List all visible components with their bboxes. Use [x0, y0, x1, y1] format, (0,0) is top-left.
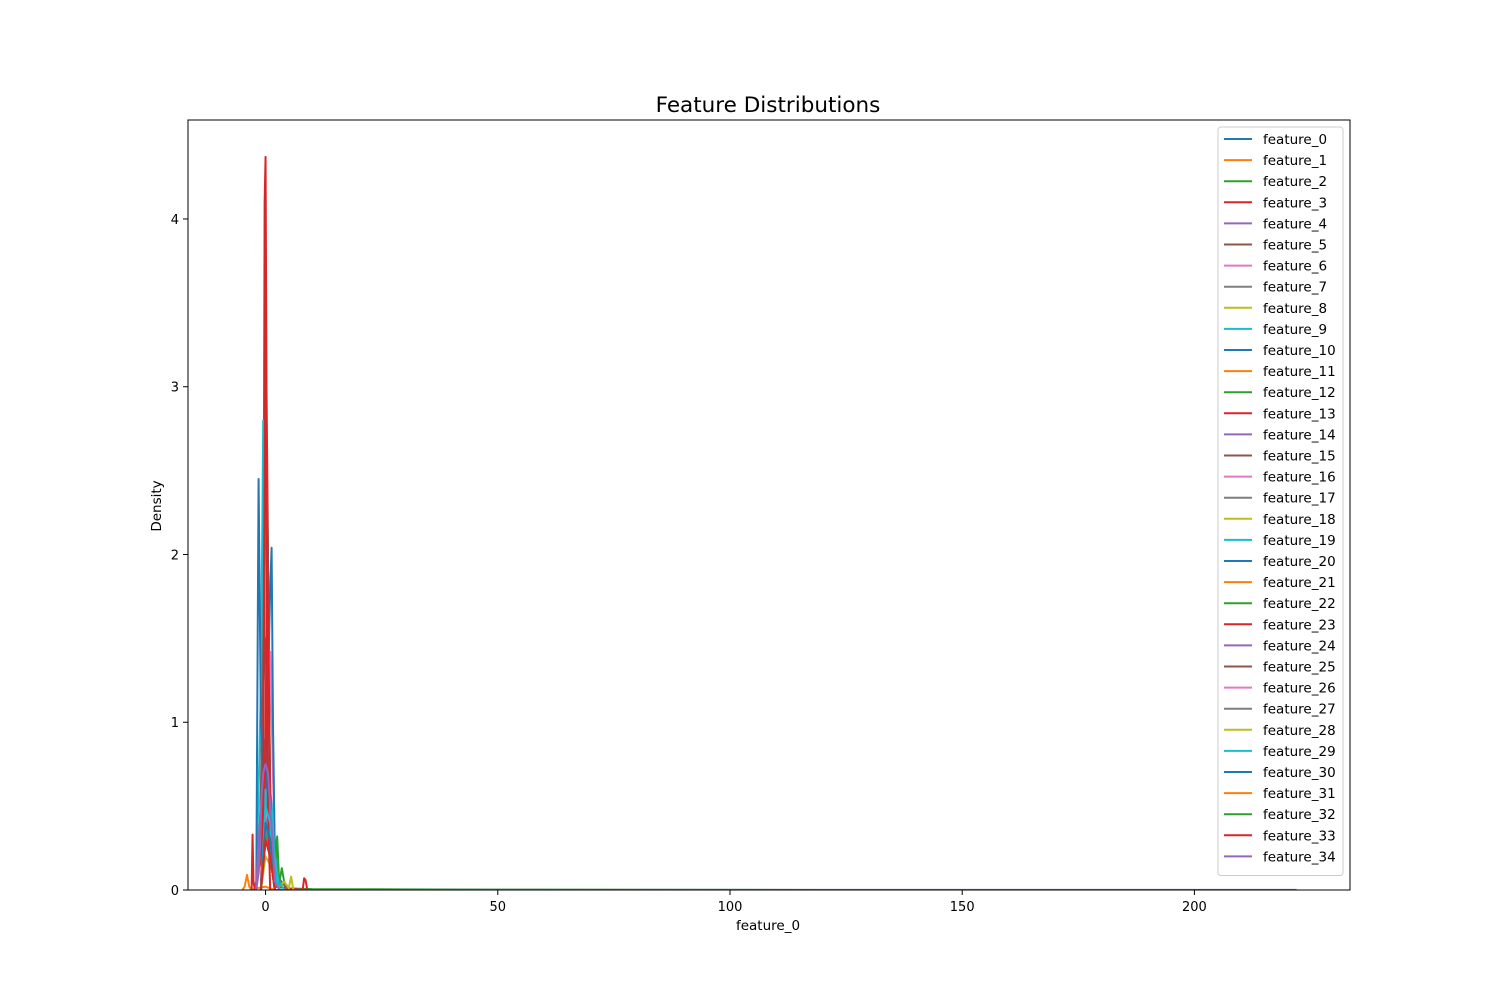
- legend-entry: feature_11: [1224, 364, 1336, 380]
- legend-entry: feature_30: [1224, 765, 1336, 781]
- legend-label: feature_15: [1263, 449, 1336, 465]
- legend-label: feature_5: [1263, 238, 1327, 254]
- legend-label: feature_20: [1263, 554, 1336, 570]
- legend-entry: feature_26: [1224, 681, 1336, 697]
- legend-entry: feature_7: [1224, 280, 1327, 296]
- legend-label: feature_3: [1263, 195, 1327, 211]
- legend-label: feature_14: [1263, 427, 1336, 443]
- legend-label: feature_24: [1263, 638, 1336, 654]
- legend-label: feature_17: [1263, 491, 1336, 507]
- legend-entry: feature_24: [1224, 638, 1336, 654]
- legend-label: feature_4: [1263, 216, 1327, 232]
- legend-entry: feature_9: [1224, 322, 1327, 338]
- legend-label: feature_6: [1263, 259, 1327, 275]
- legend-label: feature_8: [1263, 301, 1327, 317]
- x-axis-label: feature_0: [736, 918, 800, 934]
- legend-label: feature_13: [1263, 406, 1336, 422]
- series-lines: [241, 155, 1297, 890]
- legend-entry: feature_10: [1224, 343, 1336, 359]
- legend: feature_0 feature_1 feature_2 feature_3feat…: [1217, 126, 1344, 876]
- legend-entry: feature_28: [1224, 723, 1336, 739]
- legend-entry: feature_34: [1224, 849, 1336, 865]
- legend-label: feature_10: [1263, 343, 1336, 359]
- legend-label: feature_22: [1263, 596, 1336, 612]
- legend-label: feature_23: [1263, 617, 1336, 633]
- legend-entry: feature_17: [1224, 491, 1336, 507]
- y-tick-label: 1: [171, 716, 179, 731]
- legend-entry: feature_29: [1224, 744, 1336, 760]
- legend-label: feature_32: [1263, 807, 1336, 823]
- legend-entry: feature_20: [1224, 554, 1336, 570]
- legend-entry: feature_33: [1224, 828, 1336, 844]
- legend-entry: feature_2: [1224, 174, 1327, 190]
- legend-label: feature_30: [1263, 765, 1336, 781]
- y-axis-label: Density: [149, 480, 165, 531]
- plot-area: [241, 155, 1297, 890]
- chart-title: Feature Distributions: [656, 93, 881, 118]
- legend-label: feature_27: [1263, 702, 1336, 718]
- legend-entry: feature_12: [1224, 385, 1336, 401]
- legend-entry: feature_18: [1224, 512, 1336, 528]
- legend-entry: feature_15: [1224, 449, 1336, 465]
- legend-label: feature_18: [1263, 512, 1336, 528]
- legend-label: feature_7: [1263, 280, 1327, 296]
- legend-label: feature_1: [1263, 153, 1327, 169]
- legend-entry: feature_22: [1224, 596, 1336, 612]
- axes-frame: [187, 119, 1351, 891]
- legend-entry: feature_13: [1224, 406, 1336, 422]
- legend-label: feature_11: [1263, 364, 1336, 380]
- legend-label: feature_25: [1263, 660, 1336, 676]
- y-tick-label: 4: [171, 213, 179, 228]
- legend-entry: feature_0: [1224, 132, 1327, 148]
- x-tick-label: 0: [261, 900, 269, 915]
- legend-label: feature_16: [1263, 470, 1336, 486]
- legend-label: feature_0: [1263, 132, 1327, 148]
- legend-label: feature_12: [1263, 385, 1336, 401]
- legend-entry: feature_6: [1224, 259, 1327, 275]
- legend-entry: feature_16: [1224, 470, 1336, 486]
- legend-entry: feature_4: [1224, 216, 1327, 232]
- legend-entry: feature_27: [1224, 702, 1336, 718]
- legend-entry: feature_1: [1224, 153, 1327, 169]
- legend-entry: feature_8: [1224, 301, 1327, 317]
- legend-label: feature_9: [1263, 322, 1327, 338]
- legend-entry: feature_3: [1224, 195, 1327, 211]
- series-line-feature-1: [241, 873, 276, 890]
- legend-entry: feature_21: [1224, 575, 1336, 591]
- legend-entry: feature_14: [1224, 427, 1336, 443]
- series-line-feature-34: [255, 763, 281, 890]
- legend-entry: feature_31: [1224, 786, 1336, 802]
- legend-entry: feature_32: [1224, 807, 1336, 823]
- legend-label: feature_33: [1263, 828, 1336, 844]
- x-tick-label: 100: [718, 900, 743, 915]
- legend-entry: feature_23: [1224, 617, 1336, 633]
- y-tick-label: 0: [171, 884, 179, 899]
- x-tick-label: 150: [950, 900, 975, 915]
- legend-entry: feature_19: [1224, 533, 1336, 549]
- legend-label: feature_28: [1263, 723, 1336, 739]
- axes: 0 50 100 150 200 0 1 2 3 4: [171, 119, 1351, 915]
- legend-label: feature_31: [1263, 786, 1336, 802]
- x-tick-label: 200: [1182, 900, 1207, 915]
- legend-label: feature_34: [1263, 849, 1336, 865]
- legend-entry: feature_25: [1224, 660, 1336, 676]
- x-tick-label: 50: [490, 900, 507, 915]
- series-line-feature-33: [259, 838, 276, 890]
- legend-label: feature_29: [1263, 744, 1336, 760]
- legend-label: feature_21: [1263, 575, 1336, 591]
- y-tick-label: 2: [171, 548, 179, 563]
- legend-entry: feature_5: [1224, 238, 1327, 254]
- legend-label: feature_2: [1263, 174, 1327, 190]
- legend-label: feature_19: [1263, 533, 1336, 549]
- y-tick-label: 3: [171, 381, 179, 396]
- legend-label: feature_26: [1263, 681, 1336, 697]
